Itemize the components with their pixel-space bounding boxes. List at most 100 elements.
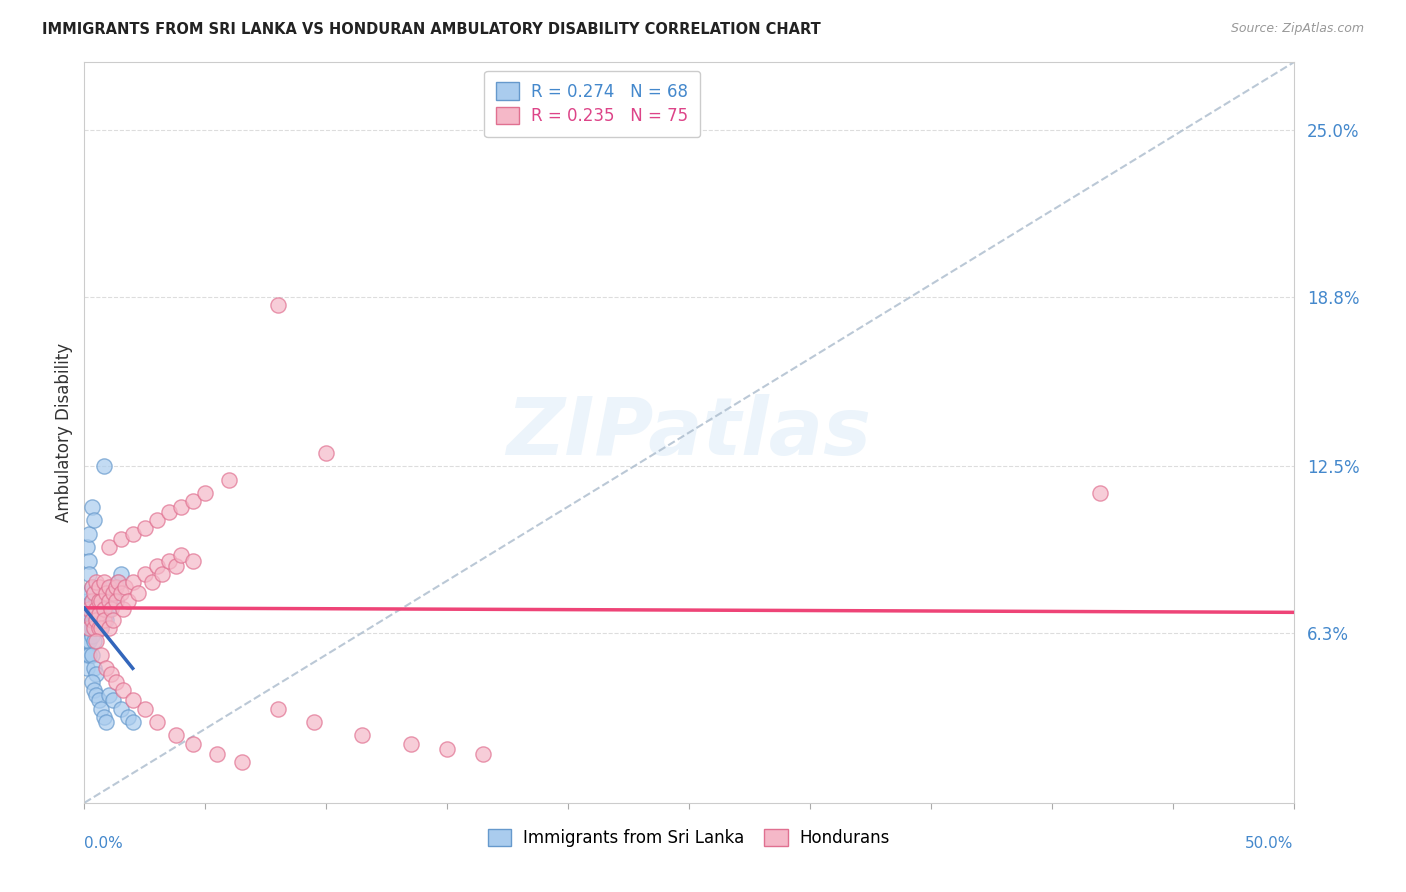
Point	[302, 714, 325, 729]
Point	[76, 648, 98, 662]
Point	[77, 607, 100, 622]
Point	[146, 558, 169, 573]
Point	[93, 459, 115, 474]
Point	[83, 602, 105, 616]
Point	[87, 602, 110, 616]
Point	[76, 613, 98, 627]
Point	[315, 446, 337, 460]
Point	[146, 513, 169, 527]
Point	[90, 621, 112, 635]
Point	[117, 594, 139, 608]
Point	[97, 594, 120, 608]
Point	[80, 594, 103, 608]
Point	[76, 607, 98, 622]
Point	[157, 505, 180, 519]
Point	[77, 526, 100, 541]
Point	[87, 693, 110, 707]
Point	[110, 532, 132, 546]
Point	[181, 494, 204, 508]
Point	[86, 666, 108, 681]
Point	[104, 674, 127, 689]
Point	[87, 594, 110, 608]
Point	[146, 714, 169, 729]
Point	[121, 575, 143, 590]
Point	[181, 737, 204, 751]
Point	[112, 682, 135, 697]
Point	[83, 621, 105, 635]
Point	[165, 729, 187, 743]
Point	[77, 634, 100, 648]
Point	[90, 701, 112, 715]
Point	[399, 737, 422, 751]
Point	[181, 553, 204, 567]
Point	[100, 581, 122, 595]
Point	[76, 634, 98, 648]
Point	[83, 586, 105, 600]
Point	[134, 521, 156, 535]
Point	[97, 688, 120, 702]
Point	[218, 473, 240, 487]
Point	[472, 747, 495, 762]
Point	[77, 602, 100, 616]
Point	[117, 709, 139, 723]
Point	[110, 701, 132, 715]
Point	[80, 629, 103, 643]
Legend: Immigrants from Sri Lanka, Hondurans: Immigrants from Sri Lanka, Hondurans	[481, 822, 897, 854]
Point	[83, 621, 105, 635]
Point	[90, 648, 112, 662]
Point	[86, 688, 108, 702]
Point	[97, 594, 120, 608]
Point	[76, 621, 98, 635]
Point	[76, 602, 98, 616]
Point	[80, 607, 103, 622]
Point	[80, 674, 103, 689]
Point	[77, 613, 100, 627]
Point	[90, 621, 112, 635]
Point	[165, 558, 187, 573]
Point	[87, 594, 110, 608]
Point	[157, 553, 180, 567]
Point	[121, 526, 143, 541]
Point	[94, 607, 117, 622]
Point	[77, 648, 100, 662]
Point	[86, 607, 108, 622]
Point	[93, 709, 115, 723]
Point	[77, 586, 100, 600]
Point	[134, 701, 156, 715]
Point	[104, 594, 127, 608]
Point	[127, 586, 149, 600]
Point	[170, 500, 193, 514]
Point	[94, 586, 117, 600]
Point	[194, 486, 217, 500]
Point	[83, 513, 105, 527]
Point	[86, 613, 108, 627]
Point	[1088, 486, 1111, 500]
Point	[87, 607, 110, 622]
Point	[352, 729, 374, 743]
Point	[76, 540, 98, 554]
Point	[83, 607, 105, 622]
Point	[231, 756, 253, 770]
Text: 50.0%: 50.0%	[1246, 836, 1294, 851]
Point	[121, 714, 143, 729]
Point	[103, 693, 125, 707]
Text: 0.0%: 0.0%	[84, 836, 124, 851]
Point	[150, 566, 173, 581]
Point	[77, 553, 100, 567]
Point	[77, 602, 100, 616]
Point	[83, 634, 105, 648]
Point	[80, 581, 103, 595]
Point	[83, 613, 105, 627]
Point	[93, 602, 115, 616]
Point	[90, 607, 112, 622]
Point	[76, 594, 98, 608]
Text: ZIPatlas: ZIPatlas	[506, 393, 872, 472]
Point	[83, 682, 105, 697]
Point	[97, 540, 120, 554]
Point	[97, 621, 120, 635]
Point	[107, 575, 129, 590]
Point	[94, 714, 117, 729]
Point	[267, 298, 290, 312]
Point	[103, 586, 125, 600]
Text: Source: ZipAtlas.com: Source: ZipAtlas.com	[1230, 22, 1364, 36]
